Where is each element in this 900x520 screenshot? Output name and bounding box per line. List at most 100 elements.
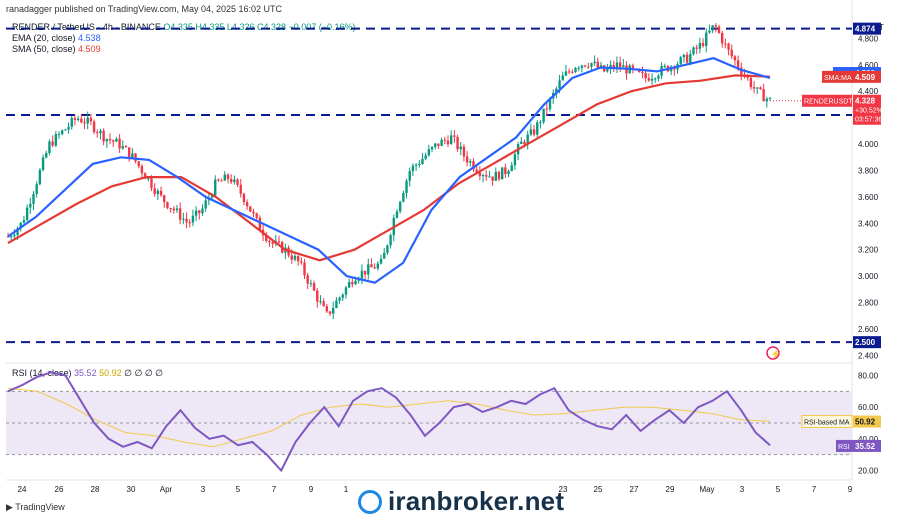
candle-body [644, 73, 647, 79]
candle-body [309, 283, 313, 285]
candle-body [698, 43, 702, 49]
candle-body [338, 297, 341, 301]
candle-body [303, 262, 306, 276]
candle-body [188, 222, 191, 224]
price-tick-label: 4.400 [858, 87, 879, 96]
candle-body [370, 264, 373, 268]
candle-body [67, 126, 70, 130]
candle-body [57, 133, 61, 135]
candle-body [38, 169, 42, 185]
rsi-price-value: 35.52 [855, 442, 876, 451]
candle-body [395, 211, 399, 218]
candle-body [647, 78, 651, 81]
candle-body [756, 87, 759, 89]
rsi-ma-price-badge [853, 415, 881, 428]
candle-body [701, 43, 705, 46]
candle-body [411, 165, 415, 172]
candle-body [61, 130, 64, 134]
candle-body [255, 213, 258, 218]
candle-body [456, 136, 459, 150]
candle-body [650, 78, 654, 81]
price-tick-label: 2.400 [858, 351, 879, 360]
lightning-icon [766, 346, 780, 360]
candle-body [306, 275, 309, 284]
candle-body [249, 206, 252, 212]
candle-body [73, 118, 77, 120]
candle-body [143, 173, 147, 179]
rsi-ma-value: 50.92 [99, 368, 122, 378]
candle-body [488, 176, 491, 178]
candle-body [733, 56, 737, 61]
sma-label: SMA (50, close) [12, 44, 76, 54]
candle-body [504, 167, 507, 175]
rsi-price-badge [853, 439, 881, 452]
level-price-label: 2.500 [855, 338, 876, 347]
candle-body [105, 138, 109, 142]
candle-body [717, 26, 721, 33]
candle-body [714, 25, 717, 27]
candle-body [491, 176, 494, 181]
time-tick-label: 9 [309, 485, 314, 494]
candle-body [86, 117, 89, 124]
candle-body [45, 153, 48, 158]
candle-body [596, 61, 600, 68]
candle-body [539, 122, 542, 124]
tradingview-footer[interactable]: ▶ TradingView [6, 502, 65, 513]
candle-body [446, 140, 450, 145]
candle-body [96, 132, 99, 134]
rsi-tick-label: 60.00 [858, 403, 879, 412]
candle-body [752, 87, 756, 89]
ohlc-values: O4.335 H4.335 L4.326 C4.328 −0.007 (−0.1… [163, 22, 356, 32]
candle-body [523, 141, 526, 145]
symbol-line[interactable]: RENDER / TetherUS · 4h · BINANCE [12, 22, 161, 32]
candle-body [153, 188, 156, 194]
candle-body [99, 130, 102, 134]
candle-body [571, 71, 574, 73]
candle-body [481, 175, 485, 177]
candle-body [587, 66, 590, 68]
rsi-name-label: RSI [838, 444, 850, 451]
time-tick-label: 9 [848, 485, 853, 494]
candle-body [736, 60, 740, 68]
time-tick-label: 3 [201, 485, 206, 494]
candle-body [51, 141, 54, 146]
sma-value: 4.509 [78, 44, 101, 54]
candle-body [166, 202, 169, 208]
candle-body [682, 54, 686, 58]
candle-body [16, 228, 19, 235]
candle-body [316, 290, 319, 302]
candle-body [252, 211, 255, 214]
publisher-line: ranadagger published on TradingView.com,… [6, 4, 283, 14]
candle-body [169, 207, 172, 209]
candle-body [520, 141, 523, 145]
sma-row[interactable]: SMA (50, close) 4.509 [12, 44, 356, 55]
time-tick-label: 24 [18, 485, 27, 494]
candle-body [408, 171, 411, 181]
rsi-legend[interactable]: RSI (14, close) 35.52 50.92 ∅ ∅ ∅ ∅ [12, 368, 163, 379]
time-tick-label: 5 [776, 485, 781, 494]
candle-body [692, 47, 695, 55]
candle-body [615, 62, 619, 69]
candle-body [319, 301, 322, 303]
rsi-ma-price-value: 50.92 [855, 418, 876, 427]
candle-body [328, 311, 332, 314]
price-tick-label: 4.800 [858, 34, 879, 43]
candle-body [475, 169, 478, 173]
candle-body [268, 240, 271, 243]
price-tick-label: 4.000 [858, 140, 879, 149]
candle-body [182, 218, 185, 220]
candle-body [236, 179, 239, 185]
ema-row[interactable]: EMA (20, close) 4.538 [12, 33, 356, 44]
candle-body [507, 171, 510, 175]
indicator-legend: RENDER / TetherUS · 4h · BINANCE O4.335 … [12, 22, 356, 55]
tradingview-logo-icon: ▶ [6, 502, 16, 512]
ema-value: 4.538 [78, 33, 101, 43]
candle-body [708, 30, 711, 33]
candle-body [89, 117, 93, 122]
candle-body [19, 222, 22, 229]
candle-body [689, 54, 692, 63]
candle-body [29, 203, 32, 208]
candle-body [296, 256, 300, 262]
candle-body [443, 139, 446, 141]
